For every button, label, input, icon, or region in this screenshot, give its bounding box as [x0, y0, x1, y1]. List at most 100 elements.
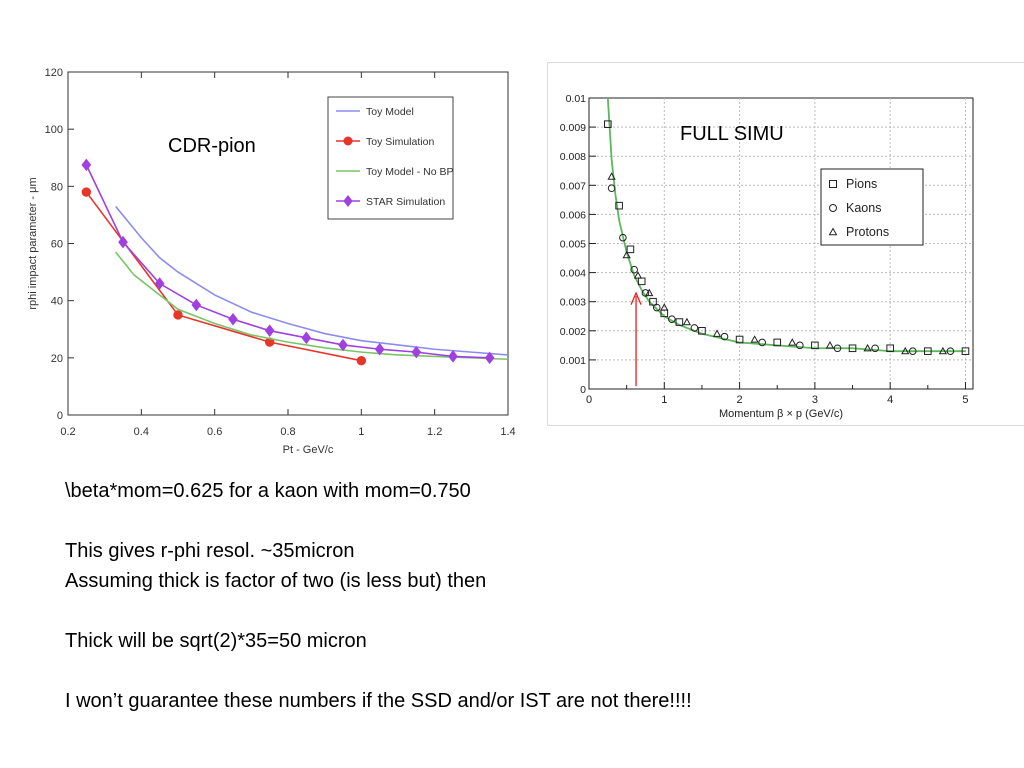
legend-label-protons: Protons: [846, 225, 889, 239]
series-line-toy-model-no-bp: [115, 251, 509, 361]
arrow-head: [630, 291, 642, 305]
y-tick-label: 0.01: [566, 93, 587, 105]
legend-label-kaons: Kaons: [846, 201, 881, 215]
x-tick-label: 0.4: [134, 426, 149, 438]
y-tick-label: 0.009: [560, 122, 586, 134]
data-point-pions: [649, 297, 657, 306]
data-point-toy-simulation: [81, 187, 92, 197]
data-point-star-simulation: [191, 298, 202, 312]
data-point-protons: [660, 303, 669, 311]
data-point-pions: [773, 338, 782, 347]
x-axis-label: Momentum β × p (GeV/c): [719, 408, 843, 420]
legend-marker-kaons: [829, 204, 837, 212]
data-point-protons: [622, 250, 631, 259]
series-kaons: [607, 184, 955, 355]
data-point-protons: [750, 335, 759, 343]
full-simu-chart: 0 1 2 3 4 5 0 0.001 0.002 0.003 0.004 0.005 0.006 0.0…: [560, 93, 974, 420]
data-point-pions: [615, 201, 623, 210]
x-tick-label: 0: [586, 394, 592, 406]
legend-marker-toy-simulation: [343, 136, 353, 146]
legend-marker-protons: [828, 227, 838, 236]
data-point-pions: [811, 341, 819, 350]
y-axis-label: rphi impact parameter - μm: [27, 177, 39, 309]
cdr-pion-chart: 0.2 0.4 0.6 0.8 1 1.2 1.4 0 20 40 60 80 100 120 Pt - G…: [27, 67, 516, 456]
y-tick-label: 40: [51, 296, 63, 308]
y-tick-label: 0.004: [560, 268, 586, 280]
data-point-star-simulation: [81, 158, 92, 172]
x-tick-label: 1: [661, 394, 667, 406]
legend: Pions Kaons Protons: [820, 168, 924, 246]
y-tick-label: 0: [57, 410, 63, 422]
left-chart-panel: 0.2 0.4 0.6 0.8 1 1.2 1.4 0 20 40 60 80 100 120 Pt - G…: [20, 55, 520, 456]
data-point-star-simulation: [374, 342, 385, 356]
legend-label-pions: Pions: [846, 177, 877, 191]
fit-curve: [606, 97, 966, 353]
data-point-star-simulation: [484, 351, 495, 365]
data-point-star-simulation: [301, 331, 312, 345]
data-point-kaons: [619, 233, 627, 242]
data-point-star-simulation: [411, 345, 422, 359]
notes-text-block: \beta*mom=0.625 for a kaon with mom=0.75…: [65, 476, 1005, 716]
x-tick-label: 1.4: [500, 426, 515, 438]
note-thick-assumption: Assuming thick is factor of two (is less…: [65, 570, 487, 592]
data-point-kaons: [720, 332, 729, 341]
y-tick-label: 120: [45, 67, 63, 79]
data-point-toy-simulation: [173, 310, 183, 320]
data-point-kaons: [652, 303, 661, 312]
data-point-pions: [886, 344, 894, 353]
data-point-protons: [645, 288, 654, 297]
y-tick-label: 0.003: [560, 297, 586, 309]
note-disclaimer: I won’t guarantee these numbers if the S…: [65, 690, 692, 712]
x-tick-label: 1: [358, 426, 364, 438]
x-tick-label: 0.2: [60, 426, 75, 438]
data-point-protons: [712, 329, 722, 337]
data-point-protons: [863, 343, 872, 352]
x-tick-label: 1.2: [427, 426, 442, 438]
data-point-star-simulation: [338, 338, 348, 352]
data-point-star-simulation: [154, 277, 165, 290]
x-tick-label: 0.8: [280, 426, 295, 438]
data-point-kaons: [690, 324, 699, 332]
x-tick-label: 2: [737, 394, 743, 406]
data-point-star-simulation: [448, 350, 458, 363]
legend: Toy Model Toy Simulation Toy Model - No BP…: [327, 96, 454, 220]
series-pions: [604, 120, 970, 355]
series-toy-model: [115, 205, 509, 356]
data-point-pions: [626, 245, 635, 254]
data-point-pions: [735, 335, 744, 344]
data-point-pions: [924, 347, 932, 355]
series-toy-model-no-bp: [115, 251, 509, 361]
y-tick-label: 0.006: [560, 209, 586, 221]
x-tick-label: 3: [812, 394, 818, 406]
data-point-kaons: [641, 289, 650, 297]
y-tick-label: 80: [51, 181, 63, 193]
data-point-kaons: [607, 184, 616, 193]
data-point-kaons: [630, 265, 638, 274]
y-tick-label: 0.005: [560, 239, 586, 251]
data-point-protons: [633, 271, 643, 279]
data-point-protons: [607, 172, 616, 180]
data-point-protons: [901, 346, 910, 355]
data-point-protons: [682, 317, 692, 326]
legend-marker-pions: [829, 180, 837, 188]
data-point-kaons: [796, 341, 804, 350]
data-point-kaons: [908, 347, 917, 355]
data-point-pions: [604, 120, 612, 128]
note-beta-mom: \beta*mom=0.625 for a kaon with mom=0.75…: [65, 480, 471, 502]
left-chart-title: CDR-pion: [168, 135, 256, 157]
y-tick-label: 0: [580, 384, 586, 396]
data-point-kaons: [758, 338, 766, 347]
data-point-pions: [698, 327, 706, 335]
note-rphi-resolution: This gives r-phi resol. ~35micron: [65, 540, 355, 562]
data-point-kaons: [833, 344, 842, 353]
data-point-protons: [825, 341, 835, 349]
x-axis-label: Pt - GeV/c: [283, 444, 334, 455]
data-point-pions: [848, 344, 857, 353]
x-tick-label: 4: [887, 394, 893, 406]
legend-label-toy-model: Toy Model: [366, 106, 414, 118]
y-tick-label: 0.001: [560, 355, 586, 367]
y-tick-label: 20: [51, 353, 63, 365]
data-point-star-simulation: [264, 324, 275, 337]
x-tick-label: 5: [962, 394, 968, 406]
data-point-pions: [675, 318, 684, 326]
